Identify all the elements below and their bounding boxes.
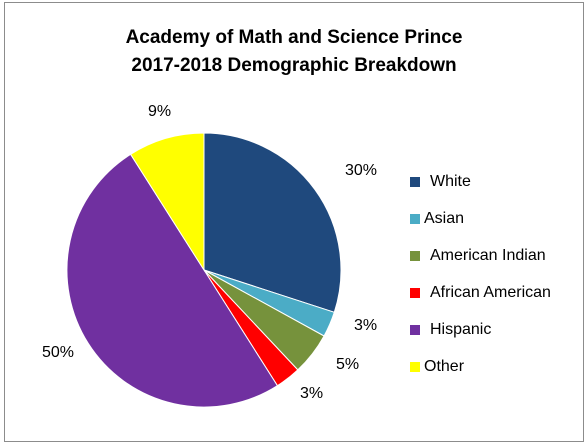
pie-slices — [66, 132, 342, 408]
legend-item-white: White — [410, 163, 588, 200]
legend-label-african-american: African American — [430, 283, 551, 301]
legend-swatch-american-indian — [410, 250, 420, 261]
data-label-other: 9% — [148, 103, 171, 120]
legend-label-american-indian: American Indian — [430, 246, 546, 264]
chart-title-line-1: Academy of Math and Science Prince — [125, 27, 463, 48]
chart-title-line-2: 2017-2018 Demographic Breakdown — [131, 55, 457, 76]
chart-title: Academy of Math and Science Prince 2017-… — [0, 24, 588, 80]
legend-swatch-african-american — [410, 287, 420, 298]
chart-legend: White Asian American Indian African America… — [410, 163, 588, 385]
pie-slice-hispanic — [66, 153, 279, 408]
data-label-african-american: 3% — [300, 385, 323, 402]
data-label-asian: 3% — [354, 317, 377, 334]
legend-swatch-other — [410, 361, 420, 372]
legend-swatch-asian — [410, 213, 420, 224]
legend-label-hispanic: Hispanic — [430, 320, 492, 338]
legend-swatch-white — [410, 176, 420, 187]
legend-label-white: White — [430, 172, 471, 190]
pie-data-labels: 30% 3% 5% 3% 50% 9% — [42, 103, 377, 402]
legend-label-asian: Asian — [424, 209, 465, 227]
legend-label-other: Other — [424, 357, 465, 375]
pie-slice-white — [203, 132, 342, 313]
legend-item-hispanic: Hispanic — [410, 311, 588, 348]
pie-slice-other — [129, 132, 205, 272]
legend-item-american-indian: American Indian — [410, 237, 588, 274]
data-label-white: 30% — [345, 162, 377, 179]
legend-item-asian: Asian — [410, 200, 588, 237]
data-label-hispanic: 50% — [42, 344, 74, 361]
legend-item-other: Other — [410, 348, 588, 385]
legend-item-african-american: African American — [410, 274, 588, 311]
data-label-american-indian: 5% — [336, 356, 359, 373]
legend-swatch-hispanic — [410, 324, 420, 335]
